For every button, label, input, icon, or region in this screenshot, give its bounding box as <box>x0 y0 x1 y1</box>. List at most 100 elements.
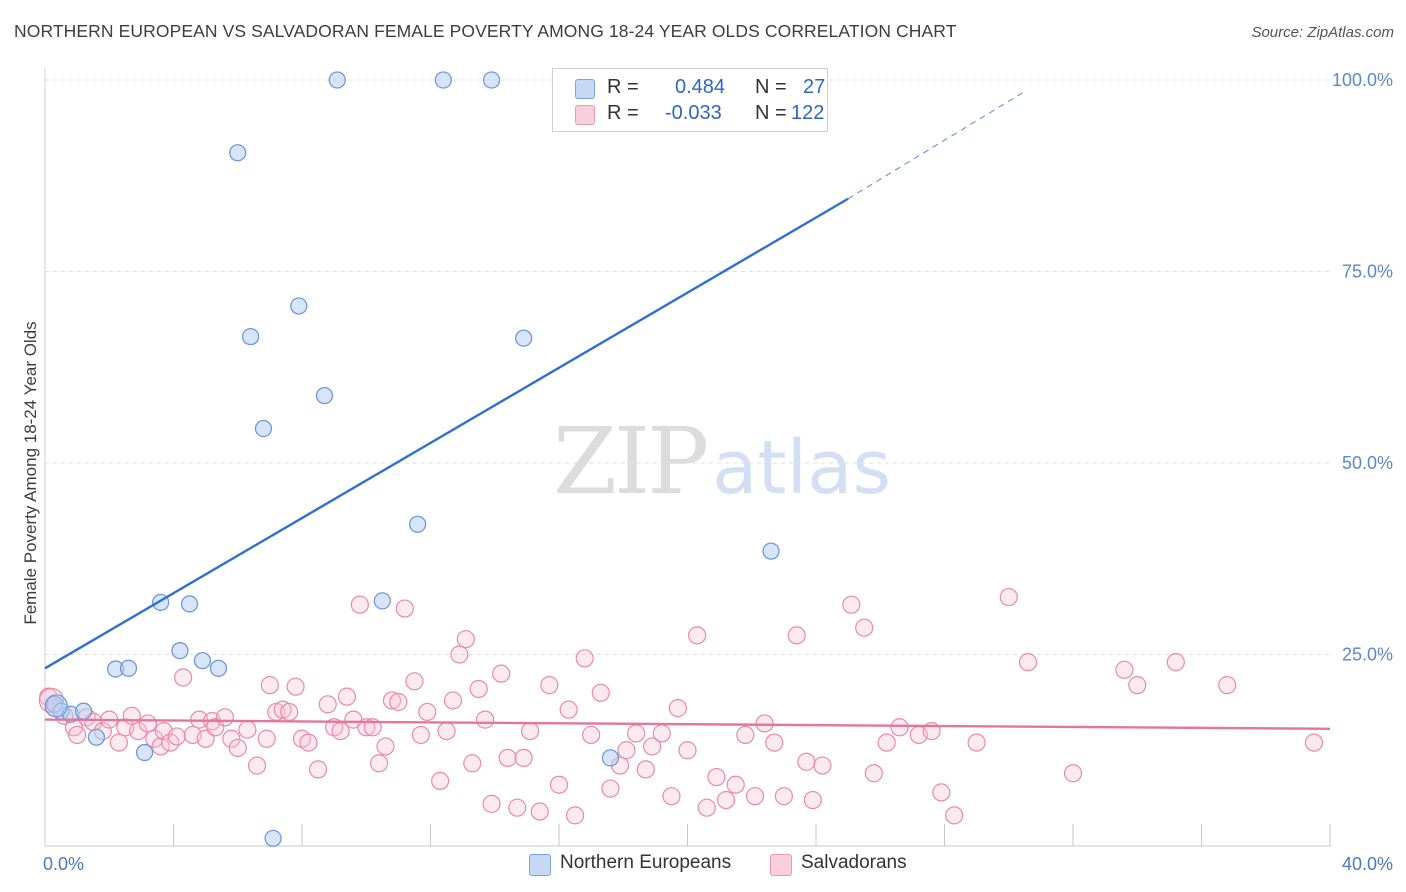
data-point-salvadorans <box>662 787 681 806</box>
data-point-salvadorans <box>257 729 276 748</box>
data-point-salvadorans <box>736 725 755 745</box>
bottom-legend-swatch-blue <box>529 854 551 876</box>
data-point-salvadorans <box>260 676 279 695</box>
data-point-salvadorans <box>395 599 414 618</box>
data-point-salvadorans <box>745 787 765 806</box>
data-point-salvadorans <box>318 695 337 714</box>
data-point-northern-europeans <box>601 749 620 767</box>
data-point-northern-europeans <box>119 659 138 677</box>
data-point-northern-europeans <box>408 515 427 533</box>
data-point-salvadorans <box>688 626 707 645</box>
data-point-salvadorans <box>482 794 501 813</box>
data-point-salvadorans <box>280 702 299 722</box>
data-point-salvadorans <box>1304 733 1324 752</box>
data-point-salvadorans <box>617 741 636 760</box>
data-point-salvadorans <box>174 668 193 687</box>
data-point-salvadorans <box>405 672 424 691</box>
data-point-salvadorans <box>370 754 389 773</box>
data-point-salvadorans <box>286 677 305 696</box>
data-point-salvadorans <box>565 806 585 825</box>
data-point-salvadorans <box>726 775 745 794</box>
y-tick-label: 75.0% <box>1342 262 1393 282</box>
data-point-salvadorans <box>716 790 736 810</box>
data-point-northern-europeans <box>241 327 260 346</box>
data-point-salvadorans <box>350 595 369 614</box>
data-point-salvadorans <box>167 727 186 746</box>
y-tick-label: 25.0% <box>1342 645 1393 665</box>
data-point-salvadorans <box>668 699 687 718</box>
data-point-salvadorans <box>437 721 456 741</box>
data-point-salvadorans <box>238 720 257 739</box>
data-point-salvadorans <box>890 718 909 737</box>
data-point-salvadorans <box>591 683 610 702</box>
data-point-salvadorans <box>999 587 1018 607</box>
grid-lines <box>45 79 1330 655</box>
data-point-salvadorans <box>520 721 540 741</box>
trend-line-extension-northern-europeans <box>847 90 1026 200</box>
data-point-salvadorans <box>1063 764 1083 783</box>
data-point-salvadorans <box>431 771 450 790</box>
data-point-salvadorans <box>382 691 402 710</box>
bottom-legend-swatch-pink <box>770 854 792 876</box>
data-point-salvadorans <box>864 764 883 783</box>
data-point-salvadorans <box>498 748 517 768</box>
data-point-salvadorans <box>476 710 495 729</box>
data-point-salvadorans <box>508 798 527 817</box>
y-tick-label: 50.0% <box>1342 453 1393 473</box>
data-point-northern-europeans <box>482 71 501 89</box>
data-point-salvadorans <box>206 718 225 737</box>
y-axis-label: Female Poverty Among 18-24 Year Olds <box>21 321 40 624</box>
data-point-salvadorans <box>1115 660 1134 679</box>
legend-n-value: 122 <box>791 102 825 124</box>
data-point-northern-europeans <box>254 419 273 438</box>
data-point-northern-europeans <box>135 743 154 762</box>
data-point-salvadorans <box>411 725 430 745</box>
watermark-atlas: atlas <box>712 425 891 511</box>
data-point-salvadorans <box>652 724 671 743</box>
data-point-salvadorans <box>450 645 469 664</box>
data-point-salvadorans <box>755 714 774 733</box>
data-point-salvadorans <box>626 724 646 743</box>
legend-r-value: -0.033 <box>665 102 722 124</box>
data-point-salvadorans <box>803 790 822 810</box>
legend-r-label: R = <box>607 76 639 98</box>
data-point-northern-europeans <box>373 592 391 610</box>
data-point-salvadorans <box>247 756 267 775</box>
data-point-salvadorans <box>456 630 475 649</box>
data-point-salvadorans <box>540 676 559 695</box>
data-point-northern-europeans <box>87 728 106 746</box>
data-point-salvadorans <box>945 806 964 825</box>
data-point-salvadorans <box>109 733 128 752</box>
data-point-salvadorans <box>575 649 594 668</box>
legend-n-label: N = <box>755 76 787 98</box>
data-point-salvadorans <box>855 618 874 637</box>
data-point-salvadorans <box>549 775 569 794</box>
data-point-salvadorans <box>308 760 328 779</box>
chart-title: NORTHERN EUROPEAN VS SALVADORAN FEMALE P… <box>14 21 957 41</box>
legend-swatch-blue <box>575 79 595 99</box>
data-point-northern-europeans <box>315 386 334 405</box>
y-tick-label: 100.0% <box>1332 70 1393 90</box>
data-point-salvadorans <box>601 779 620 798</box>
bottom-legend-label: Northern Europeans <box>560 852 732 873</box>
data-point-salvadorans <box>1166 653 1185 672</box>
data-point-salvadorans <box>636 760 655 779</box>
data-point-salvadorans <box>337 687 357 706</box>
data-point-salvadorans <box>707 767 726 787</box>
watermark-zip: ZIP <box>553 408 709 515</box>
data-point-salvadorans <box>697 798 716 817</box>
data-point-northern-europeans <box>171 642 189 660</box>
data-point-salvadorans <box>376 737 395 756</box>
trend-line-salvadorans <box>44 718 1331 731</box>
data-point-salvadorans <box>967 733 986 752</box>
data-point-northern-europeans <box>515 329 533 347</box>
data-point-salvadorans <box>1128 676 1147 695</box>
trend-lines <box>44 90 1331 731</box>
series-salvadorans <box>38 587 1324 825</box>
data-point-salvadorans <box>787 626 806 645</box>
tick-labels: 25.0% 50.0% 75.0% 100.0% 0.0% 40.0% <box>43 70 1393 874</box>
data-point-salvadorans <box>1018 653 1038 672</box>
data-point-salvadorans <box>1218 676 1237 695</box>
data-point-salvadorans <box>813 756 832 775</box>
